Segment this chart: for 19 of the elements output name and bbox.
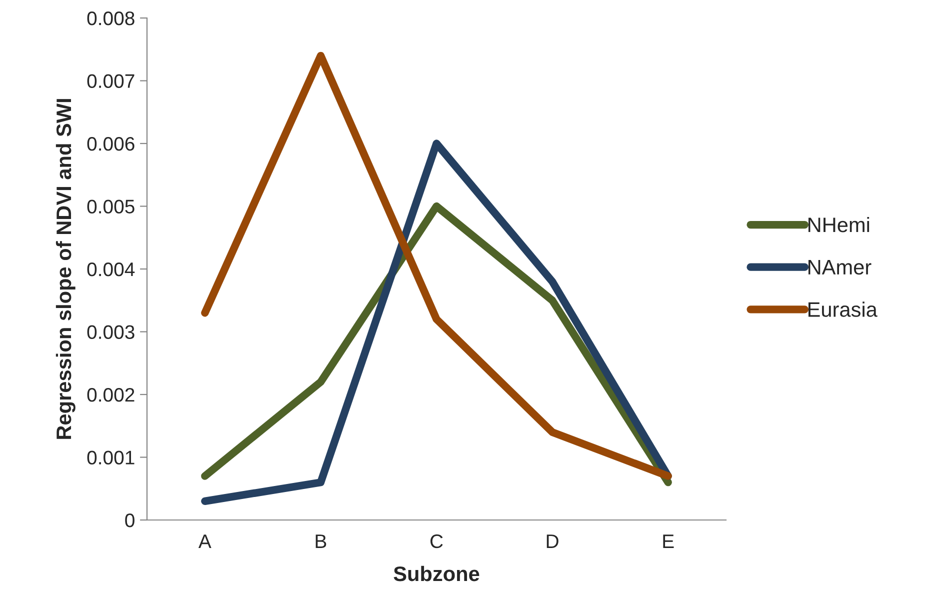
x-tick-label: A [198,534,212,548]
x-tick-label: B [316,534,326,548]
x-tick-label: D [546,534,558,548]
y-tick-label: 0 [125,513,134,528]
y-tick-label: 0.006 [87,136,134,151]
y-tick-label: 0.008 [87,11,134,26]
x-tick-label: C [430,534,443,548]
legend-label: NAmer [808,260,872,275]
y-tick-label: 0.001 [87,450,134,464]
legend-label: NHemi [808,216,870,232]
x-axis-title: Subzone [394,566,480,582]
y-tick-label: 0.005 [87,200,134,214]
y-tick-label: 0.007 [87,74,134,88]
y-tick-label: 0.003 [87,325,134,339]
legend-label: Eurasia [808,302,878,317]
y-tick-label: 0.004 [87,262,135,276]
y-axis-title: Regression slope of NDVI and SWI [56,99,76,439]
y-tick-label: 0.002 [87,388,134,402]
x-tick-label: E [663,534,674,548]
